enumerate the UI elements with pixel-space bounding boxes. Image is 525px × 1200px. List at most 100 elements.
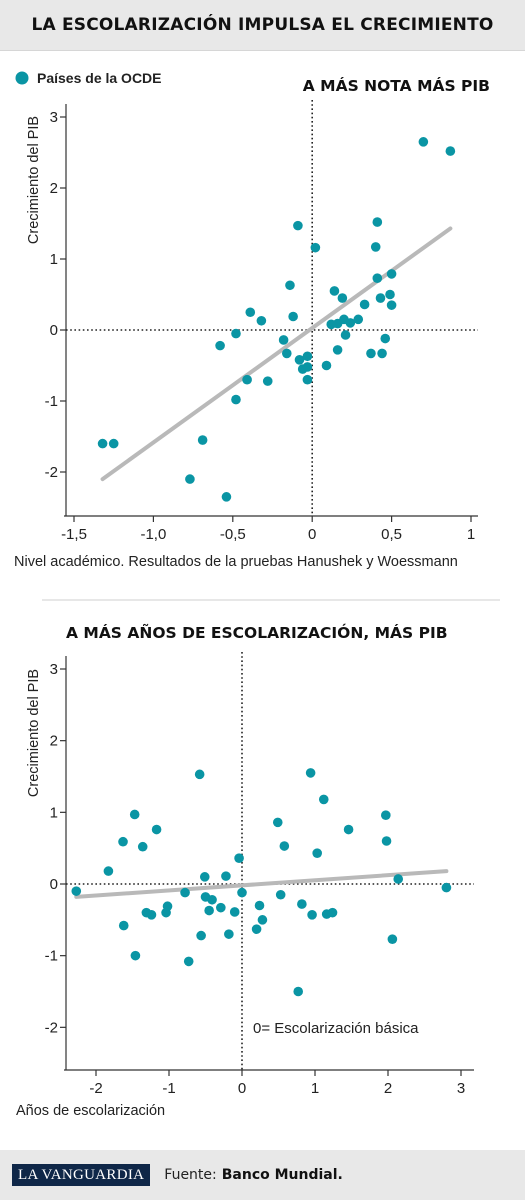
chart2-data-point [199,872,210,882]
chart2-x-tick-label: -2 [89,1080,102,1097]
chart2-data-point [129,809,140,820]
chart2-trend-line [74,869,449,899]
chart1-data-point [294,355,305,365]
legend-marker [15,71,29,85]
chart2-data-point [216,902,226,913]
chart1-data-point [332,345,343,355]
chart1-data-point [445,146,456,156]
chart1-data-point [370,242,381,252]
chart2-data-point [137,841,148,852]
chart2-data-point [194,769,205,780]
chart1-y-tick-label: 1 [50,251,58,268]
chart2-y-tick-label: 3 [50,661,58,678]
chart1-data-point [377,348,387,359]
chart1-data-point [262,376,273,386]
chart1-data-point [329,286,340,296]
chart2-x-tick-label: 0 [238,1080,246,1097]
chart2-data-point [237,887,247,898]
header-bar: LA ESCOLARIZACIÓN IMPULSA EL CRECIMIENTO [0,0,525,51]
chart2-y-tick-label: -2 [45,1019,58,1036]
charts-canvas: Países de la OCDE A MÁS NOTA MÁS PIB -2 -1 0… [14,70,500,1119]
chart1-data-point [340,330,351,340]
chart2-data-point [343,824,354,835]
chart2-annotation: 0= Escolarización básica [253,1020,419,1037]
chart2-data-point [297,899,307,909]
chart2-data-point [118,836,128,847]
chart2-data-point [275,889,286,900]
chart1-data-point [278,335,289,345]
chart1-data-point [221,492,232,502]
legend-label: Países de la OCDE [37,70,162,86]
chart1-data-point [386,300,397,310]
chart1-y-tick-label: -1 [45,393,58,410]
source-label: Fuente: [164,1167,217,1183]
chart2-data-point [204,905,214,916]
chart1-data-point [310,242,321,253]
chart1-data-point [321,360,332,371]
chart1-data-point [285,280,295,291]
chart1-x-tick-label: -1,5 [61,526,87,543]
chart1-data-point [245,307,256,318]
chart2-data-point [257,915,268,925]
chart1-data-point [385,289,395,300]
source-value: Banco Mundial. [221,1167,343,1183]
chart2-data-point [229,907,240,917]
chart2-x-tick-label: 1 [311,1080,319,1097]
chart2-data-point [183,956,194,967]
chart2-y-tick-label: 1 [50,804,58,821]
chart1-x-axis-title: Nivel académico. Resultados de la prueba… [14,554,458,570]
chart1-data-point [197,435,208,445]
chart1-title: A MÁS NOTA MÁS PIB [303,76,490,95]
chart1-data-point [386,269,397,279]
chart1-y-tick-label: -2 [45,464,58,481]
chart2-data-point [224,929,234,939]
chart1-x-tick-label: -1,0 [140,526,166,543]
page-title: LA ESCOLARIZACIÓN IMPULSA EL CRECIMIENTO [31,15,494,35]
chart2-data-point [254,900,265,911]
chart1-trend-line [100,226,453,482]
chart2-data-point [130,950,141,961]
chart1-data-point [418,137,429,147]
chart1-data-point [288,311,298,322]
chart2-data-point [196,930,206,941]
chart1-data-point [293,220,303,231]
chart2-data-point [393,874,404,884]
chart1-data-point [359,299,370,310]
chart2-data-point [207,894,217,905]
chart2-data-point [234,853,244,863]
chart1-data-point [281,348,292,359]
chart1-data-point [337,293,348,303]
chart1-data-point [375,293,386,303]
chart1-data-point [302,374,313,385]
chart2-x-axis-title: Años de escolarización [16,1103,165,1119]
chart2-data-point [180,887,190,898]
chart1-data-point [215,340,225,351]
brand-logo: LA VANGUARDIA [12,1164,151,1186]
chart1-data-point [353,314,364,325]
chart2-data-point [327,907,338,918]
chart1-data-point [108,438,119,449]
chart1-data-point [185,474,195,484]
chart2-x-tick-label: -1 [162,1080,175,1097]
chart2-data-point [272,817,283,828]
chart2-data-point [381,810,391,820]
chart2-x-tick-label: 3 [457,1080,465,1097]
chart2-data-point [387,934,398,944]
chart2-title: A MÁS AÑOS DE ESCOLARIZACIÓN, MÁS PIB [66,623,448,642]
chart2-data-point [221,871,231,881]
chart2-data-point [441,882,452,893]
chart1-x-tick-label: 0 [308,526,316,543]
chart1-data-point [372,273,383,283]
chart2-x-tick-label: 2 [384,1080,392,1097]
chart2-data-point [151,824,162,835]
chart2-data-point [381,836,392,846]
chart2-y-tick-label: 0 [50,876,58,893]
chart1-data-point [366,348,376,359]
chart1-data-point [231,328,241,339]
chart1-y-tick-label: 0 [50,322,58,339]
chart2-data-point [146,910,157,920]
chart2-data-point [293,986,304,997]
chart2-y-tick-label: 2 [50,733,58,750]
chart1-data-point [345,318,356,328]
chart2-y-axis-title: Crecimiento del PIB [26,669,42,797]
